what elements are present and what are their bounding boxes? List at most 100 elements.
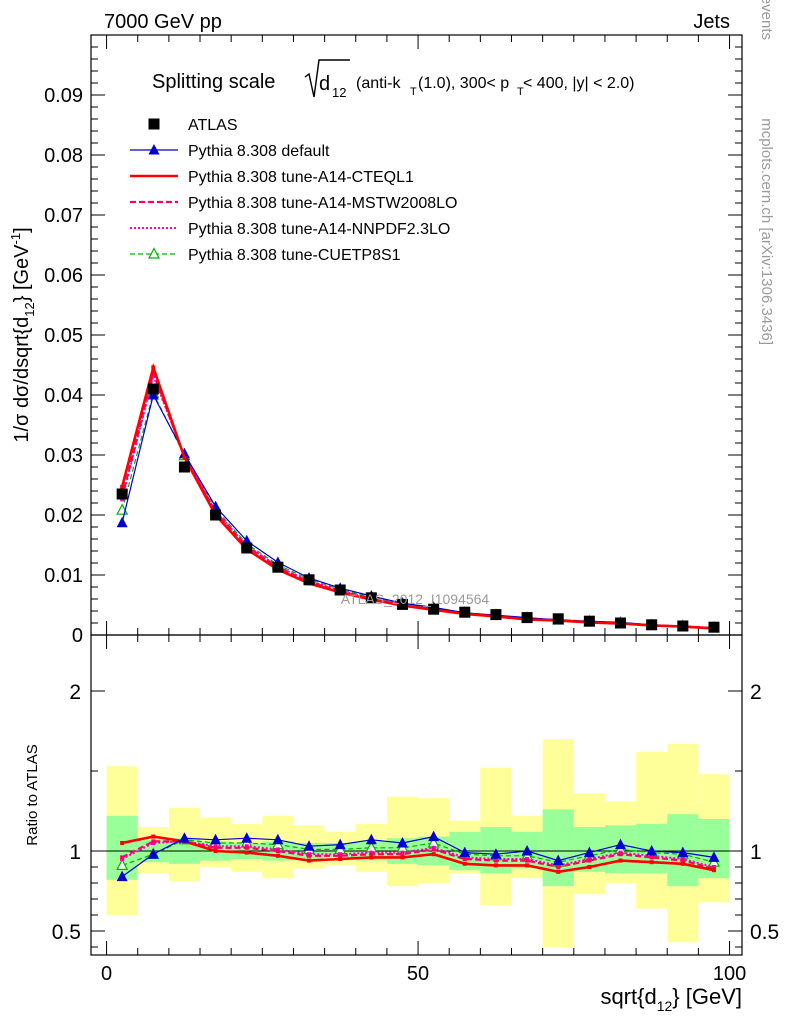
band-inner bbox=[542, 809, 574, 887]
watermark: ATLAS_2012_I1094564 bbox=[341, 591, 490, 607]
ylabel-sup: -1 bbox=[8, 233, 23, 245]
marker-mstw bbox=[120, 855, 125, 860]
marker-default bbox=[521, 845, 533, 856]
header-right: Jets bbox=[693, 11, 730, 33]
main-ytick-label: 0.05 bbox=[44, 325, 83, 347]
marker-mstw bbox=[369, 852, 374, 857]
marker-mstw bbox=[151, 839, 156, 844]
marker-mstw bbox=[338, 853, 343, 858]
sqrt-sign bbox=[304, 59, 350, 98]
marker-default bbox=[708, 851, 720, 862]
legend-label-atlas: ATLAS bbox=[188, 117, 238, 134]
ratio-line-mstw bbox=[121, 840, 715, 870]
marker-mstw bbox=[649, 855, 654, 860]
ratio-line-default bbox=[121, 835, 715, 878]
ylabel-close: ] bbox=[11, 227, 33, 233]
xlabel-part1: sqrt{d bbox=[600, 984, 656, 1009]
ylabel-part1: 1/σ dσ/dsqrt{d bbox=[11, 317, 33, 443]
main-ytick-label: 0.09 bbox=[44, 85, 83, 107]
marker-default bbox=[178, 832, 190, 843]
marker-cteql1 bbox=[680, 861, 685, 866]
marker-cteql1 bbox=[525, 863, 530, 868]
ratio-y-label: Ratio to ATLAS bbox=[24, 744, 41, 845]
marker-atlas bbox=[241, 542, 253, 554]
ratio-frame bbox=[90, 634, 743, 956]
ratio-panel: 0.5 0.5 1 1 2 2 0 50 100 bbox=[52, 634, 779, 985]
marker-cteql1 bbox=[493, 863, 498, 868]
marker-default bbox=[490, 848, 502, 859]
marker-cteql1 bbox=[431, 852, 436, 857]
marker-atlas bbox=[272, 561, 284, 573]
x-axis-label: sqrt{d12} [GeV] bbox=[600, 984, 742, 1014]
marker-cteql1 bbox=[649, 860, 654, 865]
main-ytick-label: 0.08 bbox=[44, 145, 83, 167]
marker-mstw bbox=[680, 858, 685, 863]
marker-cteql1 bbox=[711, 868, 716, 873]
marker-default bbox=[365, 833, 377, 845]
title-main: Splitting scale bbox=[152, 71, 275, 93]
marker-atlas bbox=[334, 584, 346, 596]
marker-atlas bbox=[677, 620, 689, 632]
marker-cteql1 bbox=[400, 855, 405, 860]
xtick-label: 0 bbox=[101, 963, 112, 985]
marker-atlas bbox=[210, 509, 222, 521]
marker-default bbox=[303, 840, 315, 851]
main-ytick-label: 0.01 bbox=[44, 565, 83, 587]
marker-cteql1 bbox=[120, 841, 125, 845]
legend-label-mstw: Pythia 8.308 tune-A14-MSTW2008LO bbox=[188, 195, 457, 212]
main-ytick-label: 0.06 bbox=[44, 265, 83, 287]
marker-mstw bbox=[431, 847, 436, 852]
main-panel: 0 0.01 0.02 0.03 0.04 0.05 0.06 0.07 0.08 0.09 bbox=[44, 34, 743, 647]
mcplots-label: mcplots.cern.ch [arXiv:1306.3436] bbox=[758, 118, 775, 345]
marker-cuetp8s1 bbox=[116, 858, 129, 870]
ratio-line-cteql1 bbox=[121, 835, 715, 874]
ratio-ytick-label: 2 bbox=[69, 681, 81, 704]
marker-mstw bbox=[618, 852, 623, 857]
marker-cteql1 bbox=[120, 484, 125, 489]
marker-legend-default bbox=[148, 144, 160, 155]
main-ytick-label: 0.07 bbox=[44, 205, 83, 227]
legend: ATLAS Pythia 8.308 default Pythia 8.308 tu… bbox=[130, 117, 457, 264]
marker-cteql1 bbox=[213, 849, 218, 853]
band-inner bbox=[106, 815, 138, 880]
legend-label-default: Pythia 8.308 default bbox=[188, 143, 330, 160]
marker-mstw bbox=[151, 371, 156, 376]
title-pt-sub: T bbox=[517, 86, 524, 98]
marker-cteql1 bbox=[151, 365, 156, 370]
title-kt-sub: T bbox=[410, 86, 417, 98]
marker-atlas bbox=[490, 609, 502, 621]
marker-default bbox=[396, 837, 408, 848]
ratio-ytick-label: 1 bbox=[69, 841, 81, 864]
main-y-label: 1/σ dσ/dsqrt{d12} [GeV-1] bbox=[8, 227, 37, 442]
marker-cteql1 bbox=[369, 855, 374, 860]
marker-atlas bbox=[552, 613, 564, 625]
marker-default bbox=[116, 870, 128, 882]
xlabel-part2: } [GeV] bbox=[672, 984, 742, 1009]
legend-label-cteql1: Pythia 8.308 tune-A14-CTEQL1 bbox=[188, 169, 414, 186]
marker-default bbox=[677, 846, 689, 858]
marker-atlas bbox=[147, 383, 159, 395]
marker-default bbox=[459, 846, 471, 858]
marker-default bbox=[334, 838, 346, 850]
title-paren: (anti-k bbox=[356, 75, 401, 92]
marker-cteql1 bbox=[151, 834, 156, 839]
marker-default bbox=[147, 848, 159, 859]
marker-default bbox=[552, 854, 564, 866]
marker-mstw bbox=[493, 858, 498, 863]
marker-cteql1 bbox=[244, 850, 249, 855]
main-ytick-label: 0.04 bbox=[44, 385, 83, 407]
rivet-label: Rivet 3.1.10, ≥ 2.2M events bbox=[758, 0, 775, 40]
marker-default bbox=[116, 516, 128, 528]
marker-mstw bbox=[556, 865, 561, 869]
marker-atlas bbox=[116, 488, 128, 500]
marker-atlas bbox=[178, 461, 190, 473]
marker-mstw bbox=[213, 845, 218, 850]
marker-atlas bbox=[303, 574, 315, 586]
marker-mstw bbox=[462, 857, 467, 861]
marker-atlas bbox=[396, 598, 408, 610]
marker-legend-cuetp8s1 bbox=[148, 247, 160, 259]
xtick-label: 50 bbox=[407, 963, 429, 985]
legend-label-nnpdf: Pythia 8.308 tune-A14-NNPDF2.3LO bbox=[188, 221, 450, 238]
marker-mstw bbox=[400, 852, 405, 857]
